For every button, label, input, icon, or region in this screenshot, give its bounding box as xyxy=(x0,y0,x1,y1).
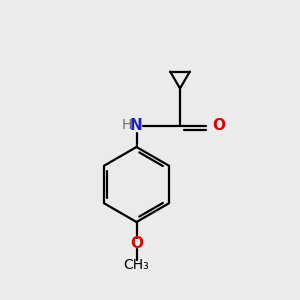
Text: H: H xyxy=(122,118,132,132)
Text: N: N xyxy=(129,118,142,134)
Text: O: O xyxy=(130,236,143,251)
Text: CH₃: CH₃ xyxy=(124,258,149,272)
Text: O: O xyxy=(212,118,225,134)
